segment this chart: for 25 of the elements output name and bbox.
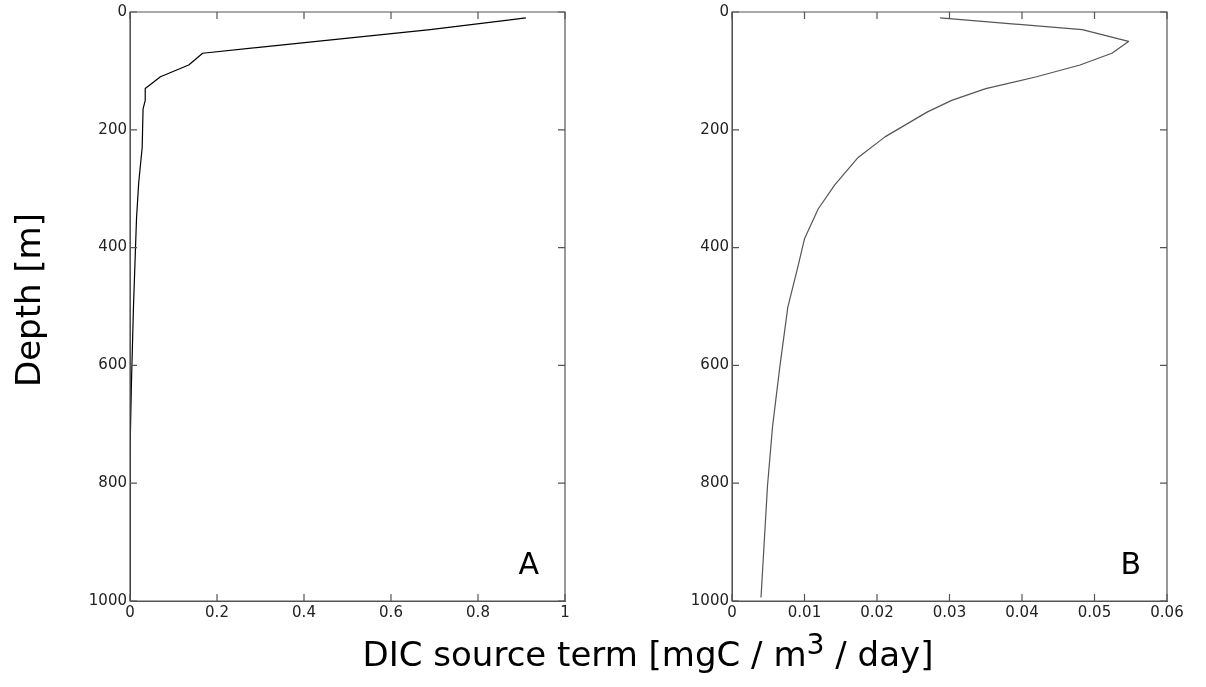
y-tick-label: 0 bbox=[719, 1, 729, 20]
x-tick-label: 0.05 bbox=[1077, 602, 1112, 621]
x-tick-label: 0.02 bbox=[860, 602, 894, 621]
x-axis-title: DIC source term [mgC / m$^{3}$ / day] bbox=[362, 628, 934, 675]
y-tick-label: 600 bbox=[98, 355, 127, 374]
x-tick-label: 0.04 bbox=[1005, 602, 1039, 621]
y-tick-label: 800 bbox=[98, 473, 127, 492]
x-tick-label: 0.2 bbox=[205, 602, 229, 621]
y-tick-label: 600 bbox=[700, 355, 729, 374]
x-tick-label: 0.4 bbox=[292, 602, 316, 621]
x-tick-label: 0.06 bbox=[1150, 602, 1184, 621]
x-tick-label: 0.01 bbox=[787, 602, 822, 621]
x-tick-label: 1 bbox=[560, 602, 570, 621]
x-tick-label: 0.8 bbox=[466, 602, 490, 621]
annotation: B bbox=[1120, 545, 1141, 581]
annotation: A bbox=[518, 545, 540, 581]
y-axis-title: Depth [m] bbox=[8, 212, 48, 388]
y-tick-label: 400 bbox=[98, 237, 127, 256]
x-tick-label: 0.6 bbox=[379, 602, 403, 621]
y-tick-label: 200 bbox=[700, 119, 729, 138]
y-tick-label: 0 bbox=[117, 1, 127, 20]
y-tick-label: 400 bbox=[700, 237, 729, 256]
y-tick-label: 800 bbox=[700, 473, 729, 492]
x-tick-label: 0.03 bbox=[932, 602, 967, 621]
y-tick-label: 200 bbox=[98, 119, 127, 138]
